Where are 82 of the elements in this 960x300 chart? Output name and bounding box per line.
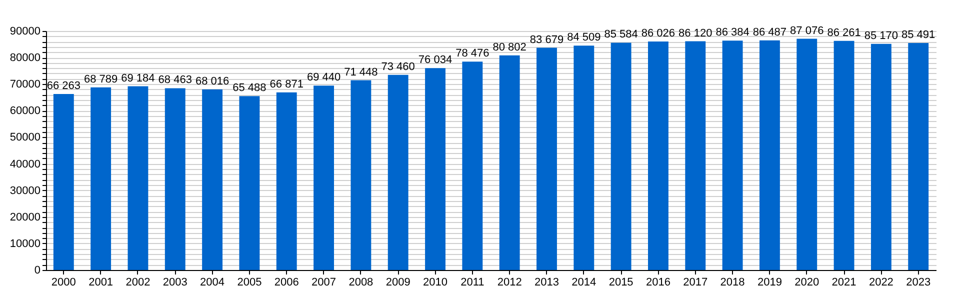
y-tick-label: 40000 <box>10 158 40 170</box>
x-tick-label: 2001 <box>88 276 114 288</box>
bar <box>908 42 929 270</box>
bar <box>53 94 74 270</box>
y-tick-label: 0 <box>34 264 40 276</box>
x-tick-label: 2013 <box>534 276 559 288</box>
data-label: 76 034 <box>418 54 452 66</box>
bar <box>499 55 520 270</box>
bar <box>202 89 223 270</box>
data-label: 85 170 <box>864 30 898 42</box>
data-label: 66 871 <box>270 78 304 90</box>
x-tick-label: 2022 <box>868 276 894 288</box>
bar <box>685 41 706 270</box>
data-label: 85 584 <box>604 28 638 41</box>
bar <box>722 40 743 270</box>
y-tick-label: 90000 <box>10 26 40 38</box>
data-label: 86 261 <box>827 26 861 39</box>
data-label: 65 488 <box>232 82 266 94</box>
bar <box>239 96 260 270</box>
data-label: 86 120 <box>678 27 712 40</box>
y-tick-label: 20000 <box>10 211 40 224</box>
x-tick-label: 2018 <box>720 276 745 288</box>
data-label: 86 026 <box>641 28 676 40</box>
data-label: 87 076 <box>790 24 824 37</box>
x-tick-label: 2002 <box>126 276 150 288</box>
x-tick-label: 2014 <box>572 276 596 288</box>
y-tick-label: 30000 <box>10 184 40 197</box>
y-tick-label: 60000 <box>10 105 40 118</box>
x-tick-label: 2006 <box>274 276 299 288</box>
x-tick-label: 2023 <box>906 276 931 288</box>
bar <box>462 62 483 270</box>
bar <box>648 42 668 270</box>
y-tick-label: 80000 <box>10 52 40 64</box>
bar <box>574 46 594 270</box>
data-label: 86 487 <box>752 26 787 38</box>
x-tick-label: 2017 <box>683 276 708 288</box>
data-label: 68 016 <box>195 75 230 88</box>
data-label: 69 184 <box>121 72 155 84</box>
bar <box>90 87 112 270</box>
bar <box>388 74 408 270</box>
data-label: 86 384 <box>716 26 750 39</box>
y-tick-label: 70000 <box>10 78 40 91</box>
bar <box>350 80 372 270</box>
x-tick-label: 2008 <box>348 276 374 288</box>
bar <box>796 38 818 270</box>
data-label: 85 491 <box>902 28 936 41</box>
x-tick-label: 2011 <box>460 276 484 288</box>
bar <box>128 86 148 270</box>
x-tick-label: 2012 <box>497 276 522 288</box>
data-label: 80 802 <box>492 41 526 54</box>
data-label: 71 448 <box>344 66 378 78</box>
x-tick-label: 2020 <box>794 276 820 288</box>
x-tick-label: 2010 <box>423 276 448 288</box>
data-label: 68 463 <box>158 74 192 86</box>
x-tick-label: 2007 <box>312 276 336 288</box>
bar <box>276 92 297 270</box>
data-label: 66 263 <box>46 80 80 92</box>
y-tick-label: 10000 <box>10 238 40 250</box>
bar <box>870 44 892 270</box>
bar <box>314 86 334 270</box>
y-tick-label: 50000 <box>10 132 40 144</box>
data-label: 84 509 <box>567 32 601 44</box>
x-tick-label: 2005 <box>237 276 262 288</box>
bar <box>759 40 780 270</box>
x-tick-label: 2004 <box>200 276 225 288</box>
bar <box>536 48 557 270</box>
bar <box>834 40 854 270</box>
bar <box>164 88 186 270</box>
data-label: 78 476 <box>456 48 490 60</box>
x-tick-label: 2000 <box>51 276 76 288</box>
bar <box>425 68 446 270</box>
data-label: 83 679 <box>530 34 564 46</box>
bar <box>610 42 632 270</box>
x-tick-label: 2009 <box>386 276 410 288</box>
data-label: 69 440 <box>306 72 341 84</box>
x-tick-label: 2019 <box>757 276 782 288</box>
data-label: 68 789 <box>84 73 118 86</box>
x-tick-label: 2003 <box>162 276 188 288</box>
x-tick-label: 2021 <box>832 276 856 288</box>
x-tick-label: 2016 <box>646 276 670 288</box>
data-label: 73 460 <box>381 60 415 73</box>
x-tick-label: 2015 <box>608 276 634 288</box>
